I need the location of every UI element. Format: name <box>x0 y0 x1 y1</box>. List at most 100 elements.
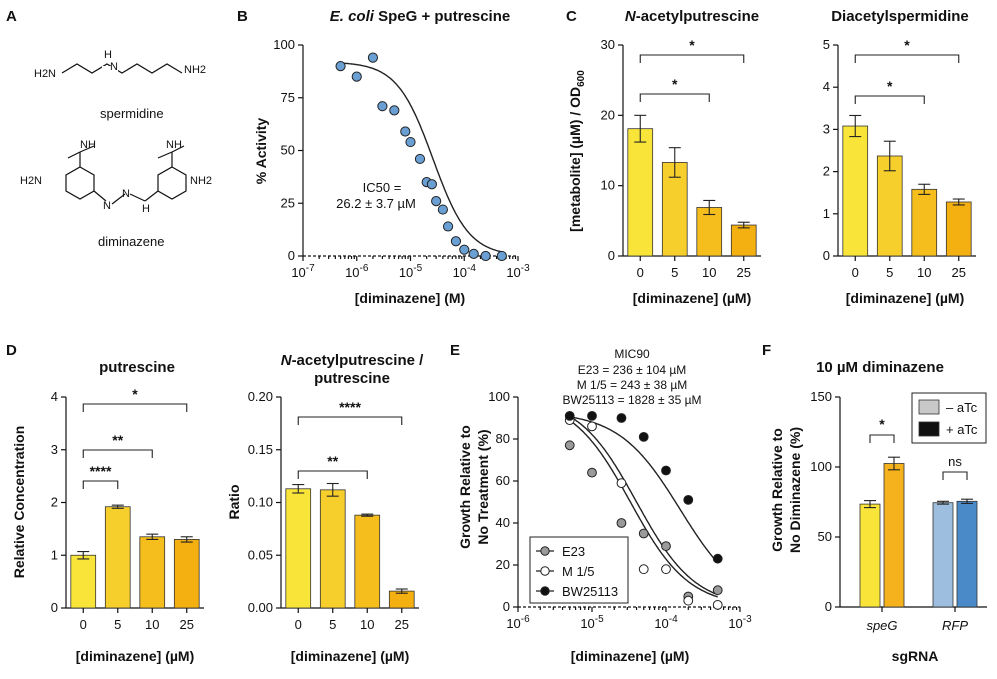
significance-label: * <box>879 416 885 432</box>
y-tick-label: 150 <box>810 389 832 404</box>
x-tick-label: 25 <box>737 265 751 280</box>
x-tick-label: 10-7 <box>291 263 315 280</box>
y-tick-label: 0.15 <box>248 442 273 457</box>
significance-label: ns <box>948 454 962 469</box>
data-point <box>638 528 649 539</box>
significance-bracket <box>639 93 710 102</box>
bar <box>354 514 381 609</box>
y-tick-label: 3 <box>51 442 58 457</box>
bar <box>859 503 881 608</box>
panel-letter-d: D <box>6 342 17 359</box>
y-tick-label: 0.10 <box>248 495 273 510</box>
data-point <box>400 126 411 137</box>
x-tick-label: RFP <box>942 618 968 633</box>
data-point <box>661 564 671 575</box>
y-axis-label-line1: Growth Relative to <box>457 425 473 549</box>
data-point <box>587 411 597 421</box>
mic-line-e23: E23 = 236 ± 104 µM <box>578 363 687 377</box>
data-point <box>414 153 426 165</box>
y-axis-label: Ratio <box>226 485 242 520</box>
data-point <box>587 467 597 478</box>
y-axis-label-line2: No Diminazene (%) <box>787 427 803 553</box>
y-axis-label-line2: No Treatment (%) <box>475 429 491 544</box>
x-tick-label: 0 <box>852 265 859 280</box>
legend-label: E23 <box>562 544 585 559</box>
y-tick-label: 3 <box>823 121 830 136</box>
bar <box>70 554 97 609</box>
data-point <box>480 250 491 262</box>
bar <box>911 188 938 257</box>
y-tick-label: 4 <box>823 79 830 94</box>
x-tick-label: 10 <box>702 265 716 280</box>
significance-label: **** <box>339 399 361 415</box>
x-tick-label: 10-6 <box>506 614 530 631</box>
y-tick-label: 100 <box>273 37 295 52</box>
x-tick-label: 10 <box>917 265 931 280</box>
panel-letter-a: A <box>6 8 17 25</box>
diminazene-nh-left: NH <box>80 139 96 151</box>
bar <box>730 224 757 257</box>
x-axis-label: [diminazene] (µM) <box>291 648 410 664</box>
legend-label: – aTc <box>946 400 978 415</box>
bar <box>285 488 312 609</box>
bar <box>627 128 654 257</box>
spermidine-structure: H2N N H NH2 <box>34 49 206 80</box>
panel-a: A H2N N H NH2 spermidine NH H2N NH N <box>6 8 212 249</box>
x-tick-label: 0 <box>637 265 644 280</box>
x-axis-label: [diminazene] (M) <box>355 290 465 306</box>
bar <box>883 463 905 608</box>
spermidine-h: H <box>104 49 112 61</box>
y-tick-label: 0 <box>608 248 615 263</box>
mic-line-m15: M 1/5 = 243 ± 38 µM <box>577 378 688 392</box>
y-tick-label: 0.20 <box>248 389 273 404</box>
legend-marker <box>540 586 550 596</box>
y-axis-label: [metabolite] (µM) / OD600 <box>567 70 587 232</box>
significance-label: **** <box>90 463 112 479</box>
y-tick-label: 50 <box>818 529 832 544</box>
x-tick-label: 25 <box>180 617 194 632</box>
y-tick-label: 25 <box>281 195 295 210</box>
y-tick-label: 2 <box>51 495 58 510</box>
legend-label: + aTc <box>946 422 978 437</box>
chart-d2: 0.000.050.100.150.200 5 10 25******N-acetyl… <box>226 352 424 664</box>
legend-label: BW25113 <box>562 584 618 599</box>
y-tick-label: 1 <box>823 206 830 221</box>
panel-letter-c: C <box>566 8 577 25</box>
data-point <box>405 136 416 148</box>
x-tick-label: 10-5 <box>580 614 604 631</box>
spermidine-bonds <box>61 63 183 74</box>
x-tick-label: 0 <box>295 617 302 632</box>
chart-c2: 0 1 2 3 4 5 0 5 10 25 * * Diacetylspermidine [diminaz… <box>823 8 976 306</box>
significance-bracket <box>297 416 403 425</box>
data-point <box>661 465 671 476</box>
data-point <box>351 71 362 82</box>
fit-curve-1 <box>569 419 718 598</box>
chart-c1-title: N-acetylputrescine <box>625 8 759 25</box>
significance-bracket <box>869 434 895 443</box>
x-tick-label: 10-3 <box>506 263 530 280</box>
x-tick-label: 10 <box>145 617 159 632</box>
x-tick-label: 25 <box>395 617 409 632</box>
data-point <box>616 413 627 423</box>
diminazene-nh-right: NH <box>166 139 182 151</box>
chart-c2-title: Diacetylspermidine <box>831 8 969 25</box>
bar <box>104 506 131 609</box>
y-tick-label: 60 <box>496 473 510 488</box>
y-axis-label: Relative Concentration <box>11 426 27 578</box>
y-tick-label: 0 <box>825 599 832 614</box>
data-point <box>377 101 388 112</box>
y-tick-label: 80 <box>496 431 510 446</box>
panel-letter-e: E <box>450 342 460 359</box>
x-axis-label: sgRNA <box>892 648 939 664</box>
x-tick-label: 25 <box>952 265 966 280</box>
x-tick-label: 5 <box>886 265 893 280</box>
mic-line-bw25113: BW25113 = 1828 ± 35 µM <box>562 393 701 407</box>
x-tick-label: 10-6 <box>345 263 369 280</box>
chart-b-title: E. coli SpeG + putrescine <box>330 8 510 25</box>
y-tick-label: 30 <box>601 37 615 52</box>
y-tick-label: 20 <box>601 107 615 122</box>
x-tick-label: 10-5 <box>399 263 423 280</box>
mic-header: MIC90 <box>614 347 650 361</box>
ic50-label: IC50 = <box>363 180 402 195</box>
